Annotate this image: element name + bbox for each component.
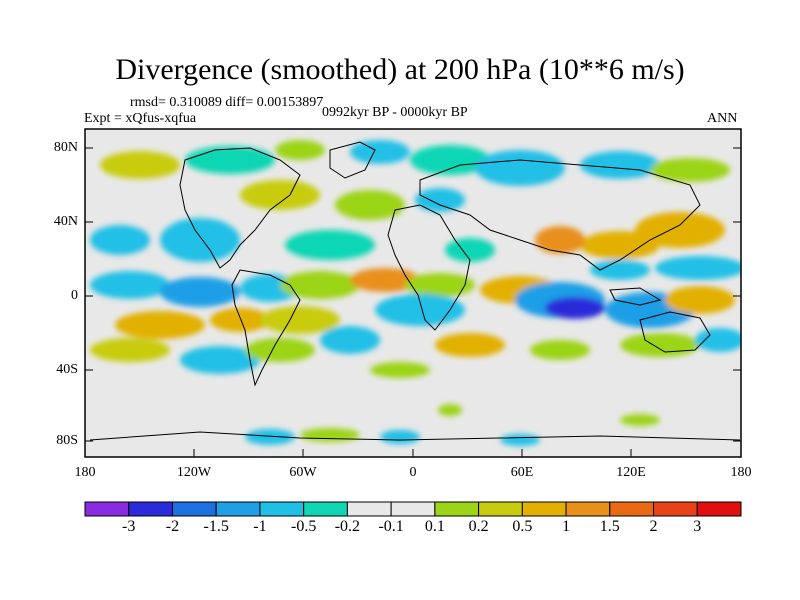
- colorbar-swatch: [390, 501, 436, 517]
- colorbar-label: 0.1: [424, 518, 445, 535]
- stats-text: rmsd= 0.310089 diff= 0.00153897: [130, 95, 324, 110]
- colorbar-swatch: [259, 501, 305, 517]
- colorbar-swatch: [653, 501, 698, 517]
- colorbar-swatch: [521, 501, 567, 517]
- colorbar-swatch: [434, 501, 480, 517]
- lat-label-40n: 40N: [53, 214, 78, 229]
- colorbar-label: 0.2: [468, 518, 489, 535]
- colorbar-swatch: [346, 501, 392, 517]
- colorbar-label: 0.5: [512, 518, 533, 535]
- colorbar-swatch: [84, 501, 130, 517]
- colorbar-swatch: [565, 501, 611, 517]
- colorbar-swatch: [478, 501, 523, 517]
- lon-label-60e: 60E: [510, 465, 534, 480]
- colorbar-label: -1.5: [203, 518, 229, 535]
- lon-label-0: 0: [409, 465, 417, 480]
- colorbar-label: -1: [253, 518, 267, 535]
- season-label: ANN: [707, 111, 738, 126]
- divergence-field: [89, 140, 741, 446]
- lat-label-80n: 80N: [53, 140, 78, 155]
- colorbar-label: -0.1: [378, 518, 404, 535]
- colorbar-label: -2: [165, 518, 180, 535]
- lon-label-120e: 120E: [616, 465, 646, 480]
- colorbar-label: -0.2: [334, 518, 361, 535]
- colorbar-label: 1: [562, 518, 571, 535]
- colorbar-swatch: [696, 501, 742, 517]
- lon-label-180w: 180: [74, 465, 96, 480]
- lat-label-80s: 80S: [56, 433, 78, 448]
- colorbar-swatch: [303, 501, 348, 517]
- colorbar-label: -3: [122, 518, 136, 535]
- colorbar-swatch: [609, 501, 655, 517]
- plot-title: Divergence (smoothed) at 200 hPa (10**6 …: [115, 53, 685, 86]
- lon-label-120w: 120W: [176, 465, 212, 480]
- colorbar-swatch: [171, 501, 217, 517]
- colorbar-label: 1.5: [599, 518, 620, 535]
- colorbar-swatch: [128, 501, 173, 517]
- coastlines: [89, 141, 741, 441]
- period-label: 0992kyr BP - 0000kyr BP: [322, 105, 468, 120]
- colorbar-label: 3: [693, 518, 702, 535]
- colorbar-label: -0.5: [290, 518, 317, 535]
- lon-label-180e: 180: [730, 465, 752, 480]
- lon-label-60w: 60W: [289, 465, 317, 480]
- colorbar-label: 2: [649, 518, 658, 535]
- lat-label-eq: 0: [71, 288, 78, 303]
- experiment-label: Expt = xQfus-xqfua: [84, 111, 197, 126]
- colorbar-swatch: [215, 501, 261, 517]
- lat-label-40s: 40S: [56, 362, 78, 377]
- axis-ticks: [84, 147, 742, 457]
